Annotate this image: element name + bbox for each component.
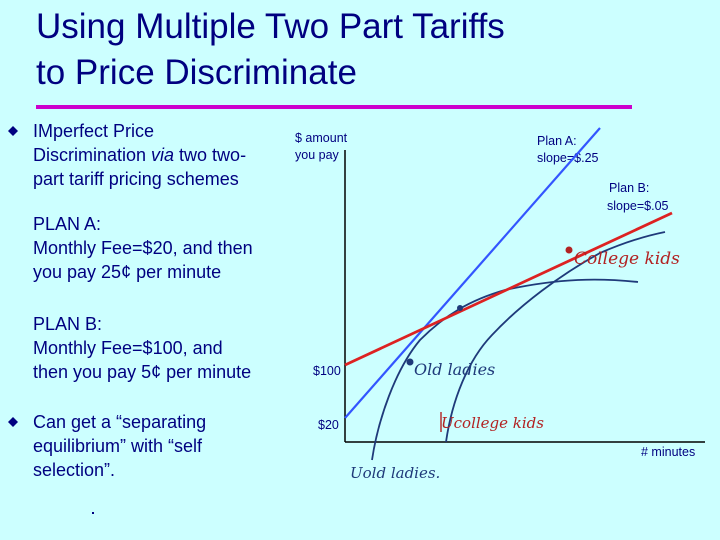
bullet-1-line-1: IMperfect Price bbox=[33, 121, 155, 141]
plan-a-line bbox=[344, 127, 601, 419]
bullet-text-separating: Can get a “separating equilibrium” with … bbox=[33, 410, 206, 482]
old-ladies-indifference-curve bbox=[371, 278, 639, 461]
title-line-1: Using Multiple Two Part Tariffs bbox=[36, 7, 505, 46]
y-axis-label-line-1: $ amount bbox=[295, 131, 348, 145]
title-line-2: to Price Discriminate bbox=[36, 53, 357, 92]
handwritten-old-ladies: Old ladies bbox=[414, 360, 495, 379]
bullet-1-line-3: part tariff pricing schemes bbox=[33, 169, 239, 189]
plan-a-label-line-2: slope=$.25 bbox=[537, 151, 599, 165]
plan-a-line-2: Monthly Fee=$20, and then bbox=[33, 238, 253, 258]
college-kids-point bbox=[565, 246, 573, 254]
slide-title: Using Multiple Two Part Tariffs to Price… bbox=[36, 4, 656, 96]
bullet-2-line-2: equilibrium” with “self bbox=[33, 436, 203, 456]
intersection-point bbox=[457, 305, 463, 311]
x-axis-label: # minutes bbox=[641, 445, 695, 459]
plan-b-line-3: then you pay 5¢ per minute bbox=[33, 362, 252, 382]
bullet-text-imperfect: IMperfect Price Discrimination via two t… bbox=[33, 119, 246, 191]
title-divider bbox=[36, 105, 632, 109]
plan-a-heading: PLAN A: bbox=[33, 214, 102, 234]
handwritten-college-kids: College kids bbox=[574, 249, 680, 269]
stray-dot bbox=[92, 512, 94, 514]
y-axis-label-line-2: you pay bbox=[295, 148, 340, 162]
plan-a-text: PLAN A: Monthly Fee=$20, and then you pa… bbox=[33, 212, 253, 284]
bullet-2-line-1: Can get a “separating bbox=[33, 412, 207, 432]
bullet-1-line-2: Discrimination via two two- bbox=[33, 143, 246, 167]
college-kids-indifference-curve bbox=[445, 231, 666, 443]
diamond-bullet-icon bbox=[8, 417, 18, 427]
plan-b-heading: PLAN B: bbox=[33, 314, 103, 334]
diamond-bullet-icon bbox=[8, 126, 18, 136]
plan-b-line bbox=[344, 211, 673, 367]
plan-b-label-line-2: slope=$.05 bbox=[607, 199, 669, 213]
fee-20-label: $20 bbox=[318, 418, 339, 432]
plan-b-text: PLAN B: Monthly Fee=$100, and then you p… bbox=[33, 312, 251, 384]
plan-a-line-3: you pay 25¢ per minute bbox=[33, 262, 222, 282]
bullet-1-line-2-a: Discrimination bbox=[33, 145, 152, 165]
handwritten-u-college-kids: Ucollege kids bbox=[441, 414, 544, 432]
fee-100-label: $100 bbox=[313, 364, 341, 378]
bullet-1-via: via bbox=[151, 145, 175, 165]
old-ladies-point bbox=[406, 358, 414, 366]
plan-a-label-line-1: Plan A: bbox=[537, 134, 577, 148]
plan-b-label-line-1: Plan B: bbox=[609, 181, 649, 195]
handwritten-u-old-ladies: Uold ladies. bbox=[350, 464, 440, 482]
bullet-1-line-2-b: two two- bbox=[174, 145, 247, 165]
plan-b-line-2: Monthly Fee=$100, and bbox=[33, 338, 223, 358]
bullet-2-line-3: selection”. bbox=[33, 460, 116, 480]
